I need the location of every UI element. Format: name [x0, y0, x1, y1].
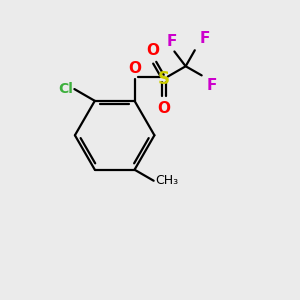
Text: Cl: Cl [58, 82, 73, 96]
Text: F: F [199, 32, 210, 46]
Text: O: O [128, 61, 141, 76]
Text: CH₃: CH₃ [155, 174, 178, 187]
Text: O: O [158, 101, 170, 116]
Text: S: S [158, 70, 170, 88]
Text: F: F [207, 78, 217, 93]
Text: F: F [167, 34, 177, 49]
Text: O: O [146, 43, 159, 58]
